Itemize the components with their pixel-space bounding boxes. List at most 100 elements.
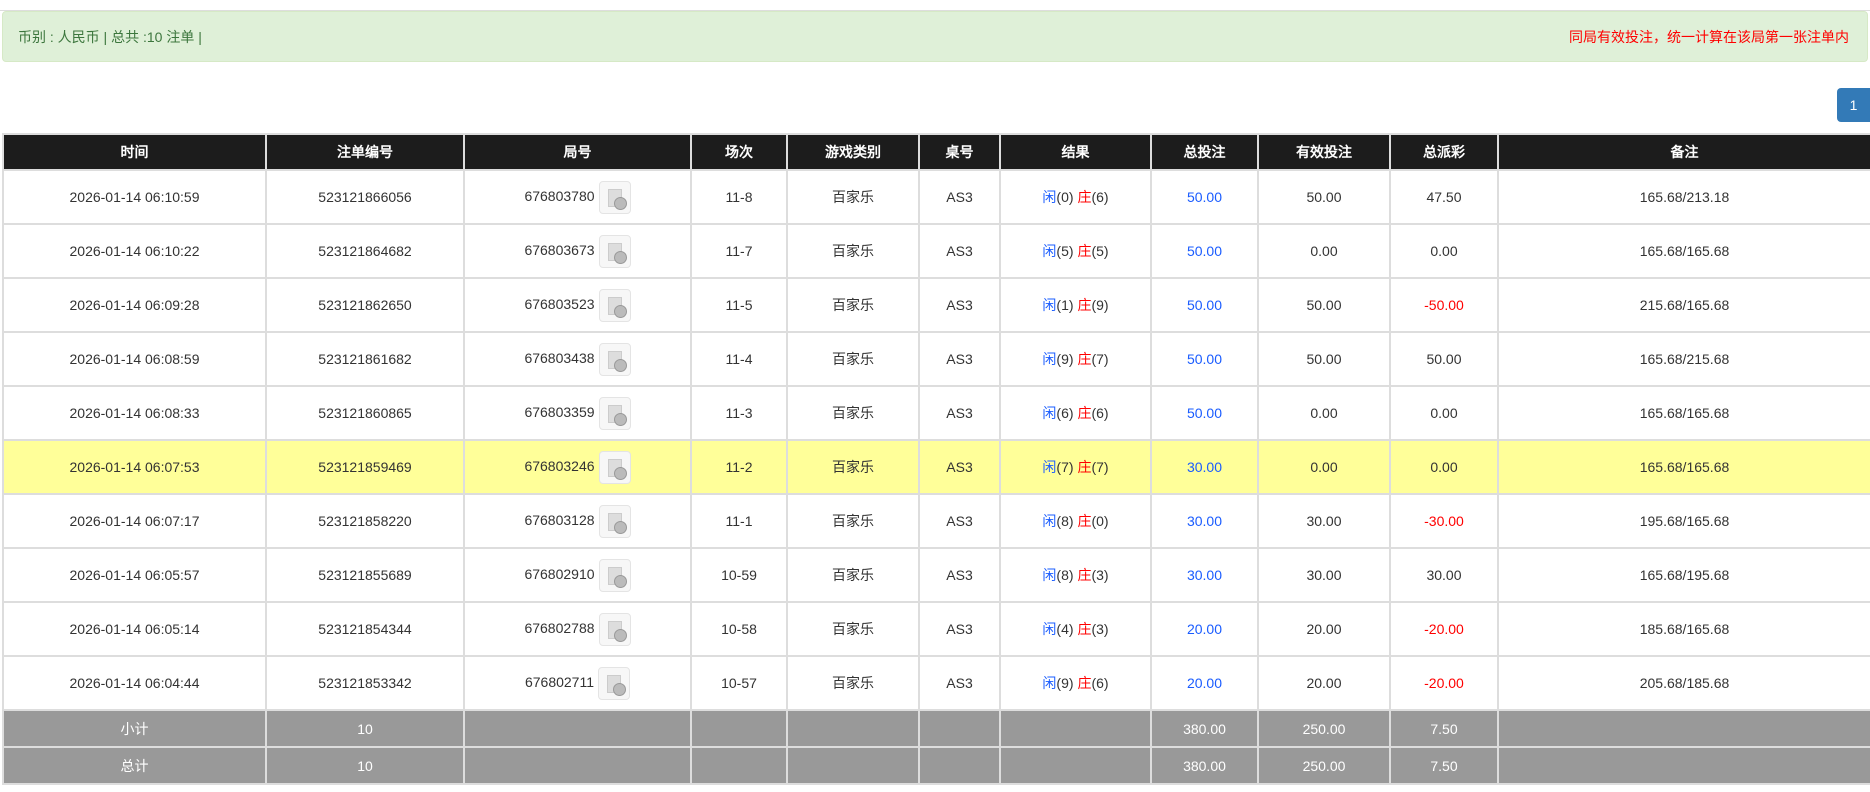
result-cell: 闲(9) 庄(7) [999, 331, 1152, 387]
time-cell: 2026-01-14 06:08:59 [2, 331, 267, 387]
result-cell: 闲(8) 庄(0) [999, 493, 1152, 549]
game-type-cell: 百家乐 [786, 601, 920, 657]
player-label: 闲 [1042, 567, 1057, 583]
round-cell: 676802910 [463, 547, 692, 603]
pagination-page-1[interactable]: 1 [1837, 88, 1870, 122]
note-cell: 215.68/165.68 [1497, 277, 1870, 333]
table-no-cell: AS3 [918, 655, 1001, 711]
payout-cell: 0.00 [1389, 223, 1499, 279]
player-label: 闲 [1042, 621, 1057, 637]
video-replay-icon[interactable] [598, 180, 631, 214]
video-replay-icon[interactable] [598, 288, 631, 322]
round-number: 676803438 [524, 349, 595, 366]
top-panel-edge [0, 0, 1870, 11]
column-header-game-type: 游戏类别 [786, 133, 920, 171]
video-replay-icon[interactable] [598, 504, 631, 538]
round-cell: 676803128 [463, 493, 692, 549]
shoe-cell: 10-57 [690, 655, 788, 711]
valid-bet-cell: 0.00 [1257, 223, 1391, 279]
round-cell: 676803523 [463, 277, 692, 333]
player-label: 闲 [1042, 189, 1057, 205]
time-cell: 2026-01-14 06:09:28 [2, 277, 267, 333]
total-bet-cell: 20.00 [1150, 601, 1259, 657]
banker-score: (7) [1091, 459, 1109, 475]
video-replay-icon[interactable] [598, 342, 631, 376]
time-cell: 2026-01-14 06:10:22 [2, 223, 267, 279]
payout-cell: 30.00 [1389, 547, 1499, 603]
total-bet-cell: 50.00 [1150, 169, 1259, 225]
banker-label: 庄 [1077, 243, 1092, 259]
column-header-table-no: 桌号 [918, 133, 1001, 171]
video-replay-icon[interactable] [598, 450, 631, 484]
total-bet: 380.00 [1150, 746, 1259, 785]
payout-cell: 47.50 [1389, 169, 1499, 225]
empty-cell [1497, 746, 1870, 785]
banker-score: (9) [1091, 297, 1109, 313]
player-score: (9) [1056, 675, 1074, 691]
note-cell: 205.68/185.68 [1497, 655, 1870, 711]
payout-cell: -50.00 [1389, 277, 1499, 333]
total-count: 10 [265, 746, 465, 785]
shoe-cell: 10-58 [690, 601, 788, 657]
result-cell: 闲(9) 庄(6) [999, 655, 1152, 711]
total-bet-cell: 50.00 [1150, 331, 1259, 387]
time-cell: 2026-01-14 06:07:17 [2, 493, 267, 549]
bet-id-cell: 523121860865 [265, 385, 465, 441]
result-cell: 闲(1) 庄(9) [999, 277, 1152, 333]
empty-cell [918, 709, 1001, 748]
banker-label: 庄 [1077, 621, 1092, 637]
subtotal-count: 10 [265, 709, 465, 748]
subtotal-valid: 250.00 [1257, 709, 1391, 748]
valid-bet-notice: 同局有效投注，统一计算在该局第一张注单内 [1569, 28, 1849, 45]
empty-cell [786, 709, 920, 748]
video-replay-icon[interactable] [598, 396, 631, 430]
banker-score: (3) [1091, 567, 1109, 583]
player-label: 闲 [1042, 351, 1057, 367]
shoe-cell: 10-59 [690, 547, 788, 603]
shoe-cell: 11-8 [690, 169, 788, 225]
banker-score: (5) [1091, 243, 1109, 259]
valid-bet-cell: 50.00 [1257, 169, 1391, 225]
bet-id-cell: 523121862650 [265, 277, 465, 333]
summary-alert: 币别 : 人民币 | 总共 :10 注单 | 同局有效投注，统一计算在该局第一张… [2, 11, 1868, 62]
subtotal-row: 小计 10 380.00 250.00 7.50 [2, 709, 1870, 748]
note-cell: 165.68/215.68 [1497, 331, 1870, 387]
table-no-cell: AS3 [918, 493, 1001, 549]
banker-score: (0) [1091, 513, 1109, 529]
player-score: (8) [1056, 567, 1074, 583]
currency-summary: 币别 : 人民币 | 总共 :10 注单 | [18, 28, 202, 45]
video-replay-icon[interactable] [598, 234, 631, 268]
note-cell: 185.68/165.68 [1497, 601, 1870, 657]
note-cell: 165.68/213.18 [1497, 169, 1870, 225]
column-header-bet-id: 注单编号 [265, 133, 465, 171]
table-no-cell: AS3 [918, 439, 1001, 495]
shoe-cell: 11-2 [690, 439, 788, 495]
column-header-valid-bet: 有效投注 [1257, 133, 1391, 171]
player-score: (6) [1056, 405, 1074, 421]
table-row: 2026-01-14 06:07:53 523121859469 676803246… [2, 439, 1870, 495]
table-row: 2026-01-14 06:08:59 523121861682 676803438… [2, 331, 1870, 387]
player-label: 闲 [1042, 513, 1057, 529]
empty-cell [463, 709, 692, 748]
banker-score: (6) [1091, 405, 1109, 421]
total-bet-cell: 30.00 [1150, 493, 1259, 549]
column-header-note: 备注 [1497, 133, 1870, 171]
video-replay-icon[interactable] [598, 666, 631, 700]
shoe-cell: 11-4 [690, 331, 788, 387]
bet-records-table: 时间 注单编号 局号 场次 游戏类别 桌号 结果 总投注 有效投注 总派彩 备注 2026-01-1… [2, 133, 1870, 785]
video-replay-icon[interactable] [598, 612, 631, 646]
banker-score: (6) [1091, 675, 1109, 691]
video-replay-icon[interactable] [598, 558, 631, 592]
empty-cell [999, 709, 1152, 748]
banker-label: 庄 [1077, 675, 1092, 691]
shoe-cell: 11-7 [690, 223, 788, 279]
bet-id-cell: 523121858220 [265, 493, 465, 549]
table-row: 2026-01-14 06:05:57 523121855689 676802910… [2, 547, 1870, 603]
player-label: 闲 [1042, 297, 1057, 313]
banker-score: (3) [1091, 621, 1109, 637]
table-no-cell: AS3 [918, 169, 1001, 225]
total-row: 总计 10 380.00 250.00 7.50 [2, 746, 1870, 785]
round-cell: 676803438 [463, 331, 692, 387]
note-cell: 165.68/165.68 [1497, 385, 1870, 441]
round-cell: 676802788 [463, 601, 692, 657]
